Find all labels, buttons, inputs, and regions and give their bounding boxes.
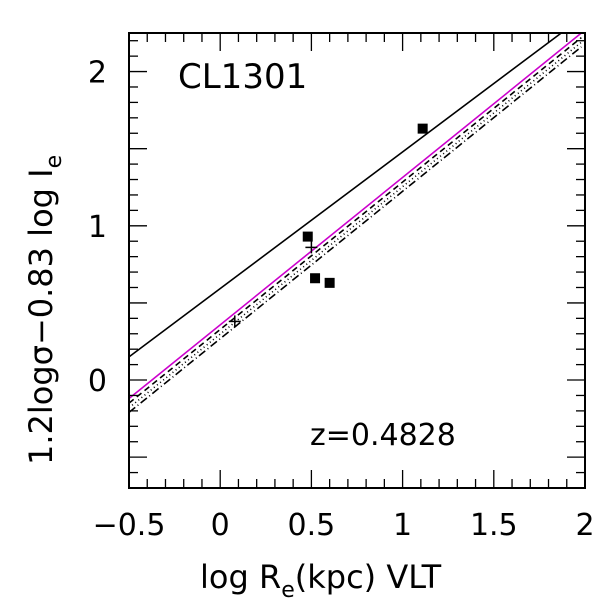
tick-labels: −0.5 0 0.5 1 1.5 2 0 1 2: [88, 56, 595, 543]
data-points: [228, 123, 428, 328]
x-tick-label: 0: [211, 508, 230, 543]
fit-line-1: [128, 32, 562, 358]
x-tick-label: −0.5: [93, 508, 166, 543]
x-tick-label: 2: [575, 508, 594, 543]
fit-line-4: [128, 41, 582, 409]
data-point-1: [302, 231, 313, 242]
fit-lines: [128, 32, 582, 414]
fit-line-3: [128, 37, 582, 404]
data-point-cross-6: [305, 241, 318, 254]
cluster-label: CL1301: [178, 57, 307, 97]
redshift-label: z=0.4828: [310, 418, 456, 453]
data-point-2: [310, 273, 321, 284]
y-axis-label: 1.2logσ−0.83 log Ie: [22, 155, 67, 465]
fit-line-2: [128, 32, 582, 400]
plot-frame: [128, 32, 586, 489]
fit-line-5: [128, 46, 582, 414]
x-tick-label: 1.5: [470, 508, 518, 543]
x-tick-label: 1: [393, 508, 412, 543]
data-point-4: [417, 123, 428, 134]
y-tick-label: 2: [88, 56, 107, 91]
y-tick-label: 1: [88, 210, 107, 245]
data-point-3: [324, 277, 335, 288]
data-point-cross-5: [228, 315, 241, 328]
y-tick-label: 0: [88, 364, 107, 399]
x-tick-label: 0.5: [288, 508, 336, 543]
axis-ticks: [128, 33, 586, 489]
x-axis-label: log Re(kpc) VLT: [200, 558, 442, 600]
